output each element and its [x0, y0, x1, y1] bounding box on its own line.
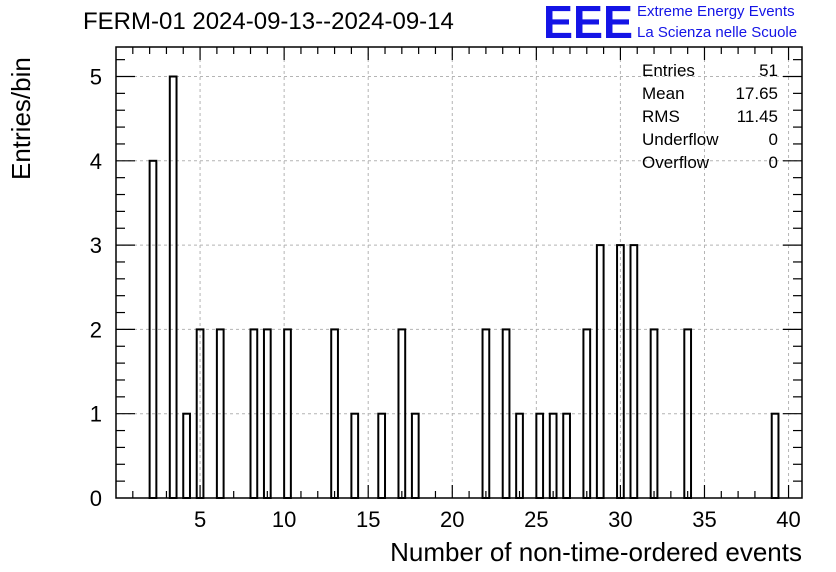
x-tick-label: 25 — [524, 507, 548, 532]
x-tick-label: 5 — [194, 507, 206, 532]
stat-label: Mean — [642, 84, 685, 103]
stat-value: 0 — [768, 130, 778, 149]
stat-value: 11.45 — [736, 107, 778, 126]
histogram-bar — [377, 412, 387, 499]
histogram-bar — [629, 244, 639, 499]
stat-label: Entries — [642, 61, 695, 80]
stat-mean: Mean 17.65 — [642, 82, 778, 105]
stat-label: Overflow — [642, 153, 710, 172]
histogram-bar — [535, 412, 545, 499]
logo-line-1: Extreme Energy Events — [637, 3, 795, 20]
histogram-bar — [182, 412, 191, 499]
tick-labels: 5 10 15 20 25 30 35 40 0 1 2 3 4 5 — [90, 65, 801, 532]
histogram-bar — [410, 412, 420, 499]
y-tick-label: 3 — [90, 233, 102, 258]
stat-value: 17.65 — [735, 84, 778, 103]
y-axis-label: Entries/bin — [6, 57, 36, 180]
histogram-bar — [770, 412, 780, 499]
logo-letters: EEE — [543, 2, 633, 42]
y-tick-label: 5 — [90, 65, 102, 90]
stat-rms: RMS 11.45 — [642, 105, 778, 128]
eee-logo-icon: EEE — [543, 2, 633, 42]
histogram-bar — [595, 244, 605, 499]
x-axis-label: Number of non-time-ordered events — [390, 537, 802, 567]
histogram-bar — [515, 412, 524, 499]
chart-title: FERM-01 2024-09-13--2024-09-14 — [83, 8, 454, 35]
x-tick-label: 30 — [608, 507, 632, 532]
stat-label: RMS — [642, 107, 680, 126]
stats-box: Entries 51 Mean 17.65 RMS 11.45 Underflo… — [642, 59, 778, 174]
histogram-bar — [548, 412, 558, 499]
stat-value: 51 — [759, 61, 778, 80]
y-tick-label: 4 — [90, 149, 102, 174]
x-tick-label: 15 — [356, 507, 380, 532]
stat-underflow: Underflow 0 — [642, 128, 778, 151]
stat-overflow: Overflow 0 — [642, 151, 778, 174]
x-tick-label: 20 — [440, 507, 464, 532]
y-tick-label: 1 — [90, 402, 102, 427]
stat-value: 0 — [768, 153, 778, 172]
x-tick-label: 35 — [692, 507, 716, 532]
stat-label: Underflow — [642, 130, 719, 149]
x-tick-label: 10 — [272, 507, 296, 532]
stat-entries: Entries 51 — [642, 59, 778, 82]
logo-line-2: La Scienza nelle Scuole — [637, 24, 798, 41]
plot-frame — [115, 46, 803, 499]
histogram-bar — [168, 75, 178, 499]
histogram-bar — [350, 412, 360, 499]
y-tick-label: 2 — [90, 317, 102, 342]
y-tick-label: 0 — [90, 486, 102, 511]
histogram-bar — [562, 412, 571, 499]
x-tick-label: 40 — [776, 507, 800, 532]
axis-ticks — [116, 47, 802, 498]
histogram-bars — [148, 75, 780, 499]
